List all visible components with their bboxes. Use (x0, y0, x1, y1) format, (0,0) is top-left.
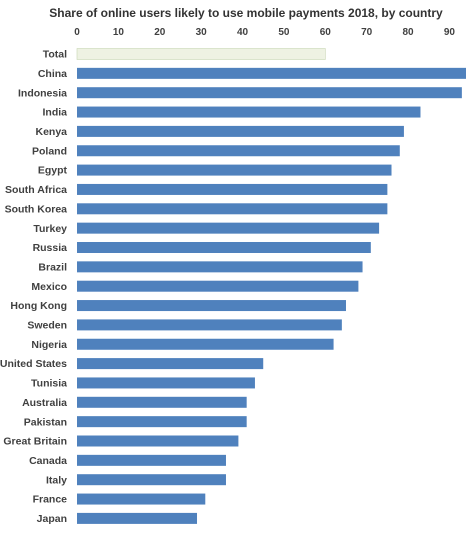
category-label-australia: Australia (22, 397, 67, 409)
bar-mexico (77, 280, 359, 292)
bar-indonesia (77, 87, 462, 99)
category-labels: Total China Indonesia India Kenya Poland Egypt… (0, 49, 67, 525)
x-tick-label-70: 70 (361, 27, 373, 38)
x-tick-label-0: 0 (74, 27, 80, 38)
category-label-tunisia: Tunisia (31, 378, 67, 390)
x-tick-label-50: 50 (278, 27, 290, 38)
bar-poland (77, 145, 400, 157)
category-label-turkey: Turkey (33, 223, 67, 235)
category-label-kenya: Kenya (35, 126, 67, 138)
category-label-france: France (33, 494, 68, 506)
bar-sweden (77, 319, 342, 331)
category-label-sweden: Sweden (27, 320, 67, 332)
bar-australia (77, 396, 247, 408)
bar-hong-kong (77, 300, 346, 312)
x-tick-label-20: 20 (154, 27, 166, 38)
bar-turkey (77, 222, 380, 234)
category-label-china: China (38, 68, 67, 80)
x-tick-label-90: 90 (444, 27, 456, 38)
x-axis-ticks: 0 10 20 30 40 50 60 70 80 90 (74, 27, 455, 38)
bar-france (77, 493, 206, 505)
x-tick-label-80: 80 (403, 27, 415, 38)
bar-great-britain (77, 435, 239, 447)
bar-italy (77, 474, 226, 486)
bar-south-korea (77, 203, 388, 215)
bar-russia (77, 242, 371, 253)
category-label-nigeria: Nigeria (31, 339, 67, 351)
bar-south-africa (77, 183, 388, 195)
bar-brazil (77, 261, 363, 273)
category-label-canada: Canada (29, 455, 67, 467)
bar-united-states (77, 358, 264, 370)
bar-japan (77, 512, 198, 524)
x-tick-label-40: 40 (237, 27, 249, 38)
category-label-pakistan: Pakistan (24, 416, 67, 428)
category-label-egypt: Egypt (38, 165, 68, 177)
category-label-russia: Russia (33, 242, 68, 254)
category-label-great-britain: Great Britain (3, 436, 67, 448)
category-label-poland: Poland (32, 145, 67, 157)
category-label-indonesia: Indonesia (18, 87, 67, 99)
category-label-italy: Italy (46, 474, 67, 486)
bars (76, 48, 466, 524)
bar-pakistan (77, 416, 247, 428)
bar-egypt (77, 164, 392, 176)
category-label-india: India (42, 107, 67, 119)
bar-india (77, 106, 421, 118)
category-label-south-africa: South Africa (5, 184, 67, 196)
chart-title: Share of online users likely to use mobi… (49, 6, 443, 20)
x-tick-label-30: 30 (196, 27, 208, 38)
bar-canada (77, 454, 226, 466)
bar-tunisia (77, 377, 255, 389)
category-label-japan: Japan (37, 513, 67, 525)
bar-china (77, 67, 466, 79)
category-label-hong-kong: Hong Kong (10, 300, 67, 312)
category-label-brazil: Brazil (38, 261, 67, 273)
bar-nigeria (77, 338, 334, 350)
category-label-total: Total (43, 49, 67, 61)
bar-kenya (77, 125, 404, 137)
x-tick-label-60: 60 (320, 27, 332, 38)
x-tick-label-10: 10 (113, 27, 125, 38)
category-label-south-korea: South Korea (5, 203, 68, 215)
category-label-united-states: United States (0, 358, 67, 370)
bar-total (76, 48, 326, 60)
category-label-mexico: Mexico (31, 281, 67, 293)
